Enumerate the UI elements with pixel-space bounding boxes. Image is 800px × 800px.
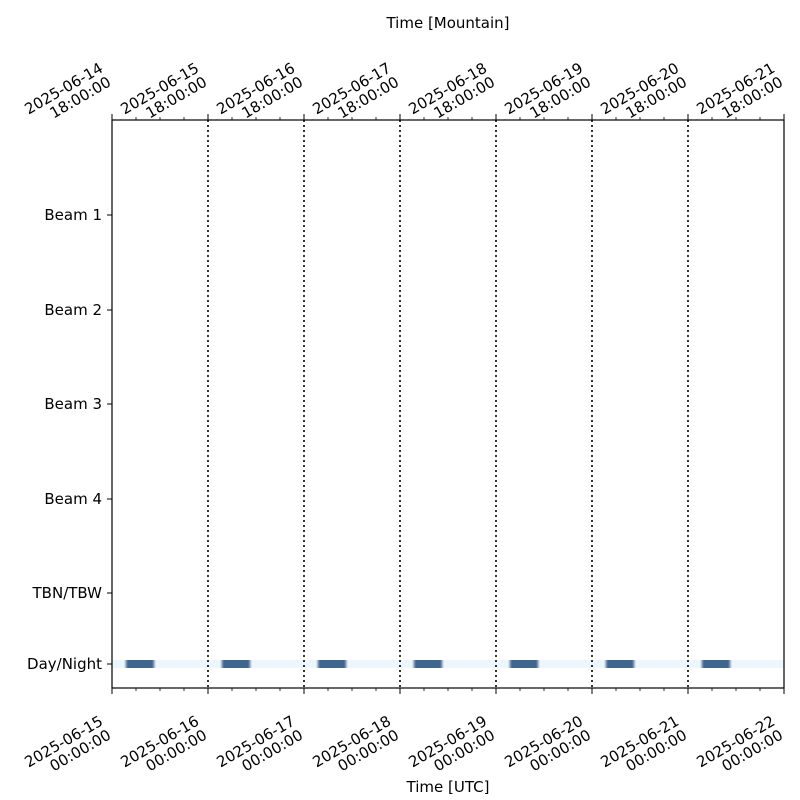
x2-tick-label: 2025-06-1618:00:00 <box>213 59 306 132</box>
x-tick-label-text: 2025-06-1700:00:00 <box>213 712 306 785</box>
x2-tick-label-text: 2025-06-1818:00:00 <box>405 59 498 132</box>
plot-frame <box>111 119 785 689</box>
x-tick-label-text: 2025-06-1500:00:00 <box>21 712 114 785</box>
x-tick-label-text: 2025-06-1800:00:00 <box>309 712 402 785</box>
x-tick-label-text: 2025-06-1900:00:00 <box>405 712 498 785</box>
x-tick-label-text: 2025-06-2100:00:00 <box>597 712 690 785</box>
x2-tick-label: 2025-06-1818:00:00 <box>405 59 498 132</box>
night-segment <box>124 660 156 668</box>
x2-tick-label-text: 2025-06-1918:00:00 <box>501 59 594 132</box>
night-segment <box>700 660 732 668</box>
night-segment <box>316 660 348 668</box>
axis-ticks <box>107 114 785 694</box>
x-tick-label-text: 2025-06-2000:00:00 <box>501 712 594 785</box>
x2-tick-label-text: 2025-06-1418:00:00 <box>21 59 114 132</box>
y-tick-label: Beam 1 <box>44 206 102 224</box>
night-segment <box>412 660 444 668</box>
night-segment <box>220 660 252 668</box>
y-tick-label: Beam 3 <box>44 395 102 413</box>
x-tick-label: 2025-06-1700:00:00 <box>213 712 306 785</box>
x-tick-label: 2025-06-2200:00:00 <box>693 712 786 785</box>
y-tick-labels: Beam 1 Beam 2 Beam 3 Beam 4 TBN/TBW Day/Night <box>27 206 102 673</box>
x2-tick-label: 2025-06-1418:00:00 <box>21 59 114 132</box>
x-axis-title: Time [UTC] <box>406 778 490 796</box>
x2-tick-label: 2025-06-1918:00:00 <box>501 59 594 132</box>
x2-tick-label: 2025-06-1718:00:00 <box>309 59 402 132</box>
x-tick-label: 2025-06-1600:00:00 <box>117 712 210 785</box>
x-tick-label: 2025-06-1500:00:00 <box>21 712 114 785</box>
x2-tick-label-text: 2025-06-1518:00:00 <box>117 59 210 132</box>
x2-tick-label-text: 2025-06-2118:00:00 <box>693 59 786 132</box>
x2-tick-label: 2025-06-1518:00:00 <box>117 59 210 132</box>
night-segment <box>604 660 636 668</box>
x-tick-label-text: 2025-06-2200:00:00 <box>693 712 786 785</box>
day-boundaries <box>207 120 689 688</box>
x2-tick-label-text: 2025-06-1718:00:00 <box>309 59 402 132</box>
x2-tick-label: 2025-06-2018:00:00 <box>597 59 690 132</box>
x-tick-label: 2025-06-1800:00:00 <box>309 712 402 785</box>
y-tick-label: Day/Night <box>27 655 102 673</box>
x-tick-label-text: 2025-06-1600:00:00 <box>117 712 210 785</box>
night-segment <box>508 660 540 668</box>
x2-tick-label: 2025-06-2118:00:00 <box>693 59 786 132</box>
x-tick-label: 2025-06-2100:00:00 <box>597 712 690 785</box>
x-tick-labels-bottom: 2025-06-1500:00:00 2025-06-1600:00:00 2025… <box>21 712 786 785</box>
x-tick-label: 2025-06-2000:00:00 <box>501 712 594 785</box>
x2-tick-label-text: 2025-06-1618:00:00 <box>213 59 306 132</box>
y-tick-label: Beam 2 <box>44 301 102 319</box>
y-tick-label: Beam 4 <box>44 490 102 508</box>
x-tick-label: 2025-06-1900:00:00 <box>405 712 498 785</box>
x2-tick-label-text: 2025-06-2018:00:00 <box>597 59 690 132</box>
day-night-band <box>112 660 784 668</box>
x2-axis-title: Time [Mountain] <box>385 14 509 32</box>
x-tick-labels-top: 2025-06-1418:00:00 2025-06-1518:00:00 2025… <box>21 59 786 132</box>
day-segment <box>112 660 784 668</box>
y-tick-label: TBN/TBW <box>32 584 103 602</box>
